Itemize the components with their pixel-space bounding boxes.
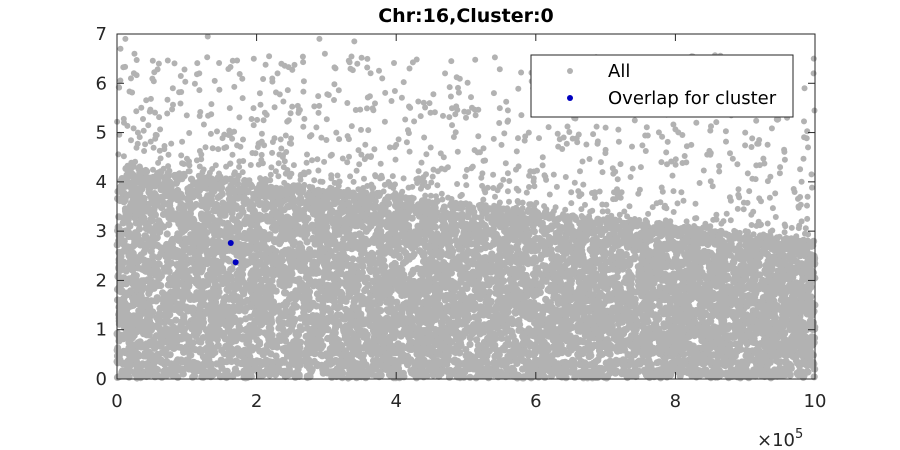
point-all	[238, 270, 247, 278]
point-all	[473, 336, 481, 344]
point-all	[187, 324, 196, 332]
point-all	[163, 230, 171, 238]
point-all	[115, 265, 123, 273]
point-all	[271, 225, 279, 233]
point-all	[345, 199, 353, 207]
point-all	[180, 348, 188, 356]
point-all	[187, 175, 196, 183]
point-all	[272, 352, 280, 360]
series-all-points	[113, 33, 819, 382]
point-all	[492, 334, 500, 343]
point-all	[682, 267, 690, 275]
point-all	[342, 305, 350, 314]
point-all	[227, 182, 235, 190]
point-all	[645, 236, 653, 245]
point-all	[385, 213, 393, 221]
